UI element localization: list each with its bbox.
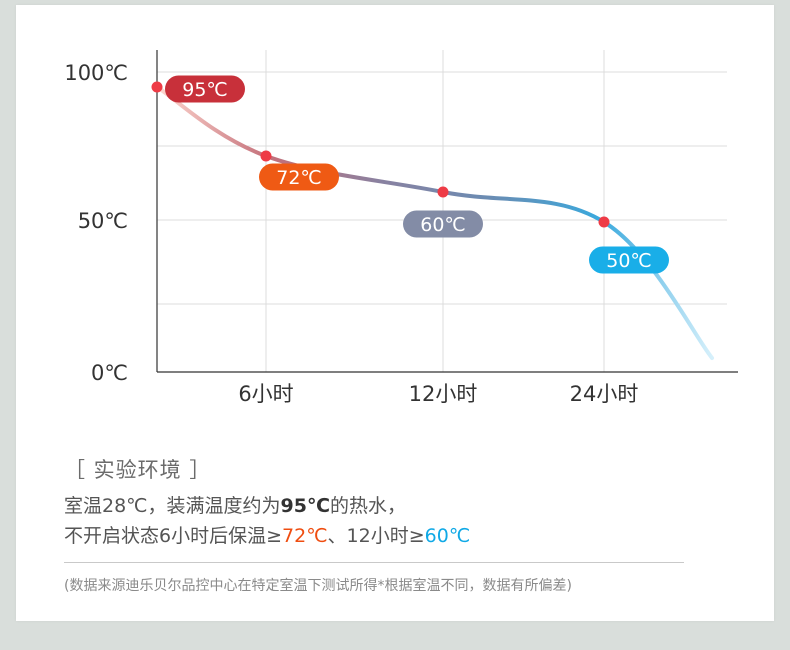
- data-label-text: 95℃: [182, 79, 228, 101]
- data-point: [437, 186, 449, 198]
- data-label-text: 60℃: [420, 214, 466, 236]
- x-tick-labels: 6小时 12小时 24小时: [238, 382, 638, 406]
- environment-title: ［ 实验环境 ］: [64, 458, 212, 482]
- x-tick-label: 24小时: [570, 382, 639, 406]
- data-label-pill: [403, 210, 483, 238]
- data-point: [151, 81, 163, 93]
- temp-12h-highlight: 60℃: [424, 525, 471, 547]
- data-label: 72℃: [259, 163, 339, 191]
- data-label-pill: [589, 246, 669, 274]
- data-labels: 95℃ 72℃ 60℃ 50℃: [165, 75, 669, 274]
- y-tick-label: 50℃: [78, 209, 128, 233]
- data-label-text: 72℃: [276, 167, 322, 189]
- x-tick-label: 12小时: [409, 382, 478, 406]
- data-label: 50℃: [589, 246, 669, 274]
- data-source-note: (数据来源迪乐贝尔品控中心在特定室温下测试所得*根据室温不同，数据有所偏差): [64, 578, 572, 594]
- divider: [64, 562, 684, 563]
- data-point: [260, 150, 272, 162]
- data-point: [598, 216, 610, 228]
- y-tick-label: 0℃: [91, 361, 128, 385]
- x-tick-label: 6小时: [238, 382, 293, 406]
- y-tick-labels: 100℃ 50℃ 0℃: [64, 61, 128, 385]
- environment-line-1: 室温28℃，装满温度约为95℃的热水，: [64, 495, 406, 517]
- data-points: [151, 81, 610, 228]
- content-card: [16, 5, 774, 621]
- data-label: 60℃: [403, 210, 483, 238]
- chart-axes: [156, 50, 738, 373]
- temp-6h-highlight: 72℃: [282, 525, 328, 547]
- data-label-pill: [259, 163, 339, 191]
- y-tick-label: 100℃: [64, 61, 128, 85]
- initial-temperature: 95℃: [280, 495, 330, 517]
- data-label-pill: [165, 75, 245, 103]
- data-label: 95℃: [165, 75, 245, 103]
- data-label-text: 50℃: [606, 250, 652, 272]
- temperature-chart: 100℃ 50℃ 0℃ 6小时 12小时 24小时 95℃ 72℃ 60℃ 50℃: [64, 50, 738, 406]
- environment-line-2: 不开启状态6小时后保温≥72℃、12小时≥60℃: [64, 525, 471, 547]
